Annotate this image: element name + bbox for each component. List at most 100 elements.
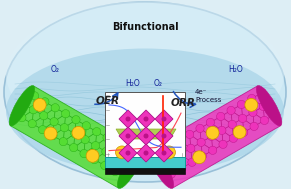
Circle shape	[29, 106, 38, 114]
Circle shape	[167, 170, 175, 178]
FancyBboxPatch shape	[105, 168, 185, 174]
Circle shape	[61, 110, 70, 118]
Circle shape	[162, 133, 166, 139]
Circle shape	[162, 116, 166, 122]
Circle shape	[82, 122, 91, 130]
Circle shape	[258, 88, 266, 97]
Polygon shape	[119, 127, 137, 145]
Circle shape	[166, 156, 174, 164]
Circle shape	[124, 146, 132, 154]
Circle shape	[207, 132, 216, 140]
Circle shape	[143, 116, 148, 122]
Circle shape	[260, 116, 269, 125]
Circle shape	[175, 136, 183, 145]
Circle shape	[111, 167, 119, 176]
Circle shape	[125, 116, 130, 122]
Circle shape	[209, 146, 217, 154]
Polygon shape	[155, 110, 173, 128]
Ellipse shape	[9, 86, 35, 126]
Text: OER: OER	[96, 96, 120, 106]
Circle shape	[206, 118, 214, 127]
Ellipse shape	[6, 2, 284, 146]
Circle shape	[70, 143, 78, 152]
Circle shape	[249, 108, 257, 117]
Circle shape	[143, 133, 148, 139]
Circle shape	[134, 151, 142, 160]
Circle shape	[156, 162, 164, 170]
Circle shape	[112, 153, 120, 162]
Circle shape	[187, 144, 195, 153]
Circle shape	[125, 150, 130, 156]
Circle shape	[90, 155, 99, 164]
Circle shape	[238, 114, 247, 122]
Polygon shape	[119, 144, 137, 162]
Circle shape	[227, 106, 235, 115]
Circle shape	[229, 134, 237, 143]
Circle shape	[49, 132, 57, 140]
Circle shape	[72, 115, 80, 124]
Ellipse shape	[117, 148, 143, 188]
Polygon shape	[149, 86, 281, 188]
Circle shape	[50, 118, 58, 126]
Circle shape	[185, 130, 194, 139]
Polygon shape	[155, 127, 173, 145]
Circle shape	[165, 142, 173, 150]
Circle shape	[44, 127, 57, 140]
Circle shape	[18, 114, 26, 122]
Circle shape	[93, 128, 101, 136]
Circle shape	[116, 146, 128, 159]
Circle shape	[19, 100, 27, 108]
Circle shape	[176, 150, 184, 158]
Text: Bifunctional: Bifunctional	[112, 22, 178, 32]
Circle shape	[155, 148, 163, 156]
Circle shape	[237, 100, 246, 109]
Circle shape	[71, 129, 79, 138]
Circle shape	[162, 150, 166, 156]
Ellipse shape	[4, 2, 286, 182]
Circle shape	[248, 94, 256, 103]
Polygon shape	[137, 110, 155, 128]
Polygon shape	[116, 129, 176, 139]
Circle shape	[121, 173, 129, 182]
Circle shape	[30, 92, 39, 100]
Circle shape	[60, 124, 69, 132]
FancyBboxPatch shape	[105, 157, 185, 168]
Circle shape	[228, 120, 236, 129]
Text: 4e⁻
Process: 4e⁻ Process	[195, 89, 221, 103]
Text: H₂O: H₂O	[229, 64, 243, 74]
Text: O₂: O₂	[153, 78, 162, 88]
Circle shape	[113, 139, 122, 148]
Circle shape	[239, 128, 248, 136]
Circle shape	[245, 98, 258, 111]
Circle shape	[188, 158, 196, 166]
Circle shape	[101, 161, 109, 170]
Polygon shape	[119, 110, 137, 128]
Circle shape	[250, 122, 258, 131]
Circle shape	[72, 126, 85, 139]
Polygon shape	[137, 127, 155, 145]
Circle shape	[163, 146, 175, 159]
Circle shape	[219, 140, 227, 149]
Circle shape	[86, 149, 99, 162]
Polygon shape	[10, 86, 142, 188]
Circle shape	[198, 152, 206, 160]
Circle shape	[233, 126, 246, 139]
Circle shape	[218, 126, 226, 135]
Circle shape	[178, 164, 186, 172]
Circle shape	[259, 102, 267, 111]
FancyBboxPatch shape	[105, 92, 185, 157]
Circle shape	[123, 159, 131, 168]
Ellipse shape	[6, 49, 284, 174]
Circle shape	[80, 149, 88, 158]
Circle shape	[59, 137, 68, 146]
Circle shape	[271, 110, 279, 119]
Circle shape	[206, 126, 219, 139]
Ellipse shape	[256, 86, 282, 126]
Ellipse shape	[148, 148, 174, 188]
Circle shape	[81, 136, 89, 144]
Polygon shape	[155, 144, 173, 162]
Circle shape	[38, 125, 47, 134]
Text: O₂: O₂	[51, 64, 59, 74]
Circle shape	[193, 151, 206, 164]
Circle shape	[41, 98, 49, 106]
